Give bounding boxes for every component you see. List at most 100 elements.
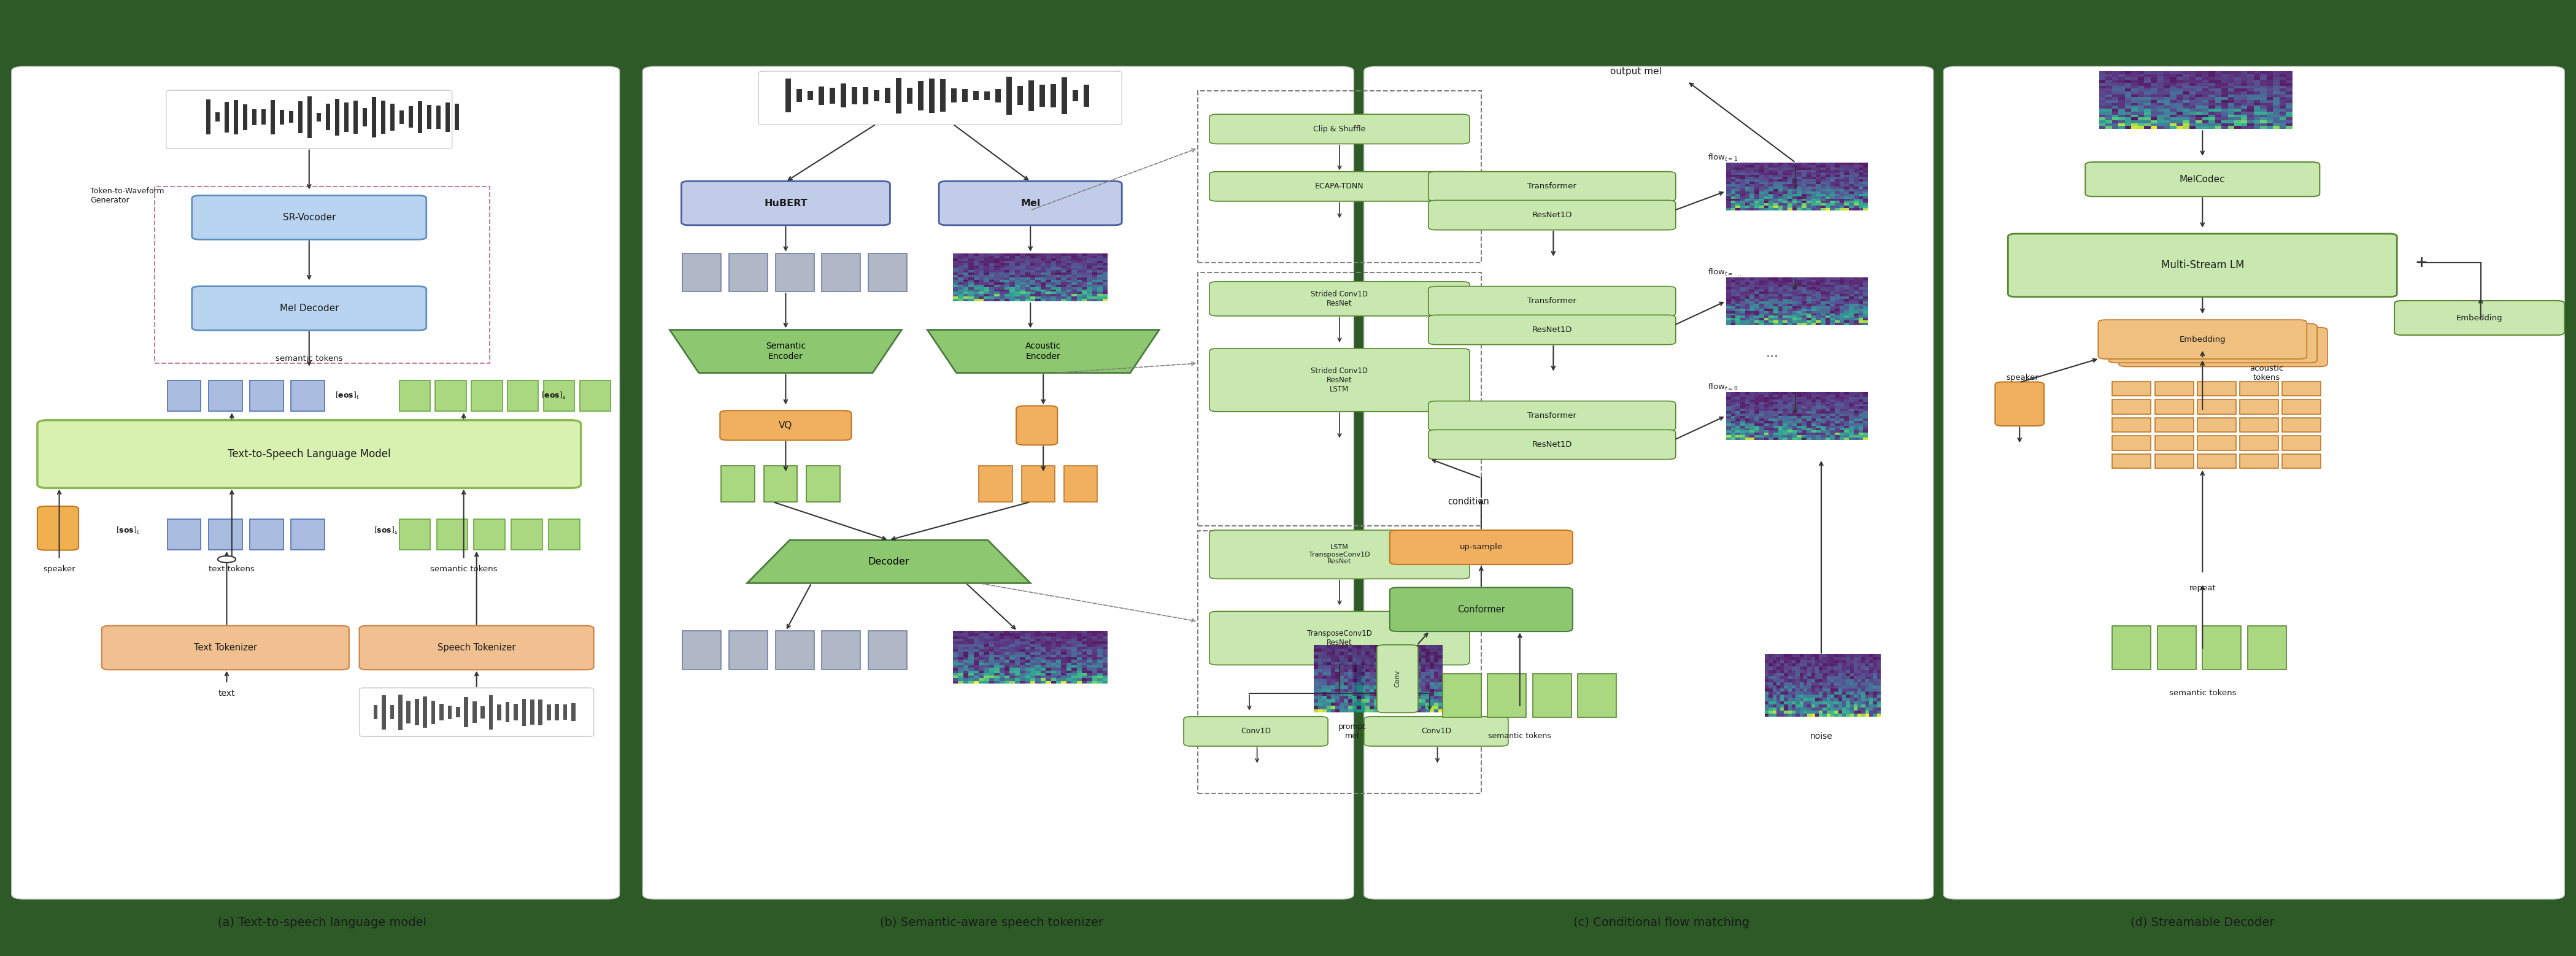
Text: Mel: Mel [1020, 199, 1041, 207]
FancyBboxPatch shape [2110, 323, 2318, 363]
Bar [464, 697, 469, 728]
FancyBboxPatch shape [438, 519, 469, 550]
Bar [497, 705, 502, 720]
Text: flow$_{t=...}$: flow$_{t=...}$ [1708, 268, 1741, 277]
Text: Embedding: Embedding [2179, 336, 2226, 343]
FancyBboxPatch shape [2282, 418, 2321, 432]
Bar [546, 705, 551, 720]
Bar [873, 90, 878, 101]
Text: Speech Tokenizer: Speech Tokenizer [438, 643, 515, 652]
Bar [886, 88, 891, 103]
Bar [317, 113, 322, 121]
Text: speaker: speaker [44, 565, 75, 573]
FancyBboxPatch shape [729, 631, 768, 669]
Text: flow$_{t=1}$: flow$_{t=1}$ [1708, 153, 1739, 163]
Text: Token-to-Waveform
Generator: Token-to-Waveform Generator [90, 187, 165, 205]
Bar [415, 699, 420, 726]
FancyBboxPatch shape [1427, 315, 1674, 345]
Polygon shape [747, 540, 1030, 583]
Text: Multi-Stream LM: Multi-Stream LM [2161, 260, 2244, 271]
FancyBboxPatch shape [471, 380, 502, 411]
FancyBboxPatch shape [36, 421, 582, 488]
Text: output mel: output mel [1610, 67, 1662, 76]
Bar [435, 105, 440, 129]
Text: prompt
mel: prompt mel [1340, 723, 1365, 740]
Text: ResNet1D: ResNet1D [1533, 441, 1571, 448]
FancyBboxPatch shape [2197, 418, 2236, 432]
Bar [456, 707, 461, 717]
Text: Conformer: Conformer [1458, 605, 1504, 614]
Text: Acoustic
Encoder: Acoustic Encoder [1025, 342, 1061, 360]
Text: Transformer: Transformer [1528, 297, 1577, 305]
Bar [907, 88, 912, 103]
FancyBboxPatch shape [2282, 381, 2321, 396]
FancyBboxPatch shape [2154, 454, 2195, 468]
Bar [940, 79, 945, 112]
FancyBboxPatch shape [2112, 436, 2151, 450]
FancyBboxPatch shape [1391, 530, 1571, 564]
Text: Clip & Shuffle: Clip & Shuffle [1314, 125, 1365, 133]
Bar [930, 78, 935, 113]
Text: repeat: repeat [2190, 584, 2215, 592]
FancyBboxPatch shape [1211, 530, 1468, 578]
FancyBboxPatch shape [193, 196, 428, 240]
Bar [564, 705, 567, 720]
Bar [554, 704, 559, 721]
FancyBboxPatch shape [358, 626, 592, 669]
FancyBboxPatch shape [2112, 400, 2151, 414]
FancyBboxPatch shape [2154, 418, 2195, 432]
FancyBboxPatch shape [1020, 466, 1056, 502]
Text: ResNet1D: ResNet1D [1533, 211, 1571, 219]
Bar [399, 694, 402, 730]
FancyBboxPatch shape [580, 380, 611, 411]
Text: Transformer: Transformer [1528, 183, 1577, 190]
Bar [448, 706, 451, 719]
Bar [381, 695, 386, 729]
Bar [242, 104, 247, 130]
Text: up-sample: up-sample [1461, 543, 1502, 552]
FancyBboxPatch shape [868, 631, 907, 669]
FancyBboxPatch shape [868, 253, 907, 292]
FancyBboxPatch shape [1185, 717, 1329, 746]
Text: SR-Vocoder: SR-Vocoder [283, 213, 335, 222]
Bar [270, 99, 276, 135]
Bar [538, 699, 544, 726]
Bar [325, 104, 330, 130]
Bar [489, 695, 492, 729]
FancyBboxPatch shape [209, 519, 242, 550]
Circle shape [219, 556, 237, 562]
FancyBboxPatch shape [2159, 626, 2195, 669]
Bar [523, 699, 526, 726]
Bar [896, 77, 902, 114]
Bar [994, 89, 1002, 102]
Bar [374, 705, 379, 720]
Bar [410, 106, 412, 128]
FancyBboxPatch shape [1443, 674, 1481, 717]
Bar [389, 103, 394, 131]
FancyBboxPatch shape [1489, 674, 1525, 717]
Bar [299, 101, 304, 133]
FancyBboxPatch shape [762, 466, 799, 502]
Text: MelCodec: MelCodec [2179, 175, 2226, 184]
Text: acoustic
tokens: acoustic tokens [2249, 364, 2285, 381]
FancyBboxPatch shape [2009, 234, 2396, 297]
FancyBboxPatch shape [2112, 626, 2151, 669]
Text: Embedding: Embedding [2455, 314, 2504, 322]
Polygon shape [927, 330, 1159, 373]
FancyBboxPatch shape [2197, 454, 2236, 468]
FancyBboxPatch shape [1945, 67, 2566, 899]
Bar [840, 84, 848, 107]
FancyBboxPatch shape [2202, 626, 2241, 669]
Bar [482, 706, 484, 719]
FancyBboxPatch shape [729, 253, 768, 292]
Bar [1018, 86, 1023, 105]
FancyBboxPatch shape [806, 466, 840, 502]
Bar [281, 110, 283, 124]
FancyBboxPatch shape [167, 519, 201, 550]
Polygon shape [670, 330, 902, 373]
Bar [531, 700, 533, 725]
FancyBboxPatch shape [721, 411, 850, 440]
FancyBboxPatch shape [1427, 201, 1674, 229]
Text: Decoder: Decoder [868, 557, 909, 566]
Text: Conv: Conv [1394, 670, 1401, 687]
